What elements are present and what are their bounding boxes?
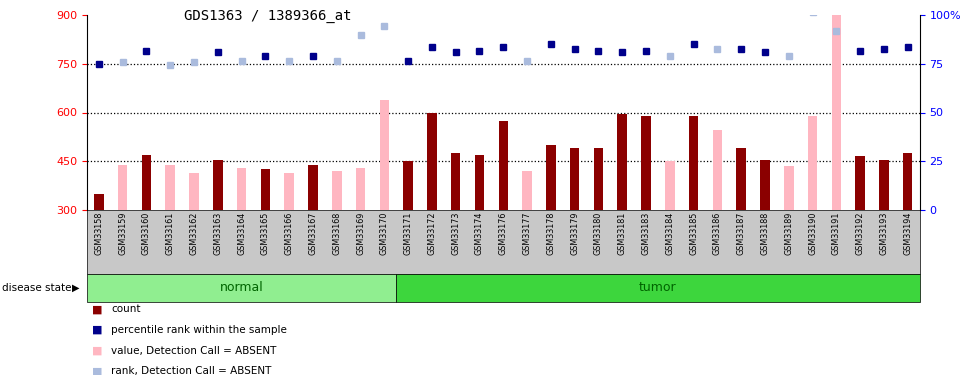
Bar — [261, 170, 270, 210]
Text: GSM33160: GSM33160 — [142, 212, 151, 255]
Bar — [546, 145, 555, 210]
Bar — [165, 165, 175, 210]
Bar — [594, 148, 603, 210]
Text: GSM33179: GSM33179 — [570, 212, 580, 255]
Text: GSM33166: GSM33166 — [285, 212, 294, 255]
Text: GSM33161: GSM33161 — [166, 212, 175, 255]
Bar — [404, 161, 412, 210]
Text: value, Detection Call = ABSENT: value, Detection Call = ABSENT — [111, 346, 276, 355]
Bar — [903, 153, 913, 210]
Text: GSM33163: GSM33163 — [213, 212, 222, 255]
Text: GSM33188: GSM33188 — [760, 212, 770, 255]
Bar — [237, 168, 246, 210]
Bar — [689, 116, 698, 210]
Text: GSM33164: GSM33164 — [237, 212, 246, 255]
Text: ▶: ▶ — [71, 283, 79, 293]
Text: GSM33171: GSM33171 — [404, 212, 412, 255]
Bar — [451, 153, 461, 210]
Bar — [427, 112, 437, 210]
Text: GSM33176: GSM33176 — [498, 212, 508, 255]
Text: GSM33170: GSM33170 — [380, 212, 389, 255]
Text: tumor: tumor — [639, 281, 677, 294]
Text: GSM33184: GSM33184 — [666, 212, 674, 255]
Text: GSM33186: GSM33186 — [713, 212, 722, 255]
Bar — [284, 172, 294, 210]
Text: GSM33194: GSM33194 — [903, 212, 912, 255]
Bar — [784, 166, 793, 210]
Bar — [760, 160, 770, 210]
Bar — [879, 160, 889, 210]
Text: GSM33178: GSM33178 — [547, 212, 555, 255]
Text: disease state: disease state — [2, 283, 71, 293]
Bar — [736, 148, 746, 210]
Bar — [118, 165, 128, 210]
Text: GSM33190: GSM33190 — [809, 212, 817, 255]
Text: GSM33180: GSM33180 — [594, 212, 603, 255]
Text: GSM33167: GSM33167 — [308, 212, 318, 255]
Bar — [665, 161, 674, 210]
Bar — [498, 121, 508, 210]
Bar — [832, 15, 841, 210]
Text: count: count — [111, 304, 141, 314]
Text: GSM33168: GSM33168 — [332, 212, 341, 255]
Text: GDS1363 / 1389366_at: GDS1363 / 1389366_at — [184, 9, 351, 23]
Text: percentile rank within the sample: percentile rank within the sample — [111, 325, 287, 335]
Text: GSM33183: GSM33183 — [641, 212, 650, 255]
Text: GSM33191: GSM33191 — [832, 212, 840, 255]
Text: GSM33193: GSM33193 — [879, 212, 889, 255]
Bar — [523, 171, 532, 210]
Text: ■: ■ — [92, 366, 102, 375]
Text: GSM33158: GSM33158 — [95, 212, 103, 255]
Bar — [189, 172, 199, 210]
Text: GSM33169: GSM33169 — [356, 212, 365, 255]
Text: GSM33165: GSM33165 — [261, 212, 270, 255]
Text: GSM33185: GSM33185 — [689, 212, 698, 255]
Text: GSM33173: GSM33173 — [451, 212, 460, 255]
Text: GSM33162: GSM33162 — [189, 212, 198, 255]
Text: normal: normal — [219, 281, 264, 294]
Text: rank, Detection Call = ABSENT: rank, Detection Call = ABSENT — [111, 366, 271, 375]
Text: ■: ■ — [92, 346, 102, 355]
Bar — [570, 148, 580, 210]
Bar — [380, 99, 389, 210]
Bar — [355, 168, 365, 210]
Bar — [332, 171, 342, 210]
Text: GSM33189: GSM33189 — [784, 212, 793, 255]
Text: ■: ■ — [92, 304, 102, 314]
Text: GSM33172: GSM33172 — [427, 212, 437, 255]
Bar — [641, 116, 651, 210]
Bar — [713, 130, 723, 210]
Bar — [308, 165, 318, 210]
Text: ■: ■ — [92, 325, 102, 335]
Text: GSM33181: GSM33181 — [617, 212, 627, 255]
Text: GSM33159: GSM33159 — [118, 212, 128, 255]
Text: GSM33187: GSM33187 — [737, 212, 746, 255]
Text: GSM33177: GSM33177 — [523, 212, 531, 255]
Bar — [856, 156, 865, 210]
Bar — [617, 114, 627, 210]
Bar — [474, 155, 484, 210]
Bar — [94, 194, 103, 210]
Bar — [142, 155, 151, 210]
Bar — [213, 160, 222, 210]
Text: GSM33174: GSM33174 — [475, 212, 484, 255]
Text: GSM33192: GSM33192 — [856, 212, 865, 255]
Bar — [808, 116, 817, 210]
